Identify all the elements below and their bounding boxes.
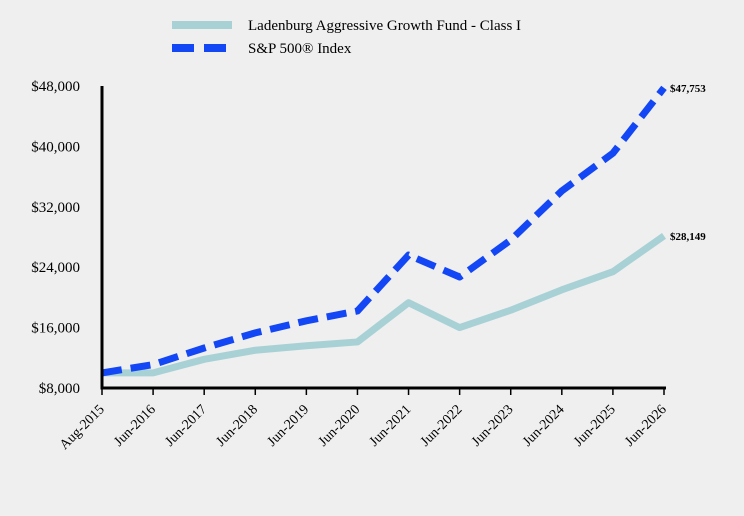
y-tick-label: $8,000 <box>39 381 80 397</box>
x-tick-label: Aug-2015 <box>57 402 108 453</box>
x-tick-label: Jun-2017 <box>163 402 210 449</box>
end-labels: $28,149 $47,753 <box>670 83 706 243</box>
y-axis-ticks: $8,000 $16,000 $24,000 $32,000 $40,000 $48,00… <box>31 79 80 397</box>
x-tick-label: Jun-2022 <box>418 402 465 449</box>
x-tick-label: Jun-2016 <box>111 402 158 449</box>
legend-label-index: S&P 500® Index <box>248 41 352 57</box>
x-tick-label: Jun-2020 <box>316 402 363 449</box>
y-tick-label: $16,000 <box>31 321 80 337</box>
y-tick-label: $32,000 <box>31 200 80 216</box>
fund-series-line <box>102 233 667 377</box>
x-tick-label: Jun-2021 <box>367 402 414 449</box>
x-tick-label: Jun-2023 <box>469 402 516 449</box>
legend-label-fund: Ladenburg Aggressive Growth Fund - Class… <box>248 18 521 34</box>
x-tick-label: Jun-2019 <box>265 402 312 449</box>
legend: Ladenburg Aggressive Growth Fund - Class… <box>172 18 521 57</box>
index-end-label: $47,753 <box>670 83 706 95</box>
y-tick-label: $48,000 <box>31 79 80 95</box>
y-tick-label: $24,000 <box>31 260 80 276</box>
x-axis-ticks: Aug-2015 Jun-2016 Jun-2017 Jun-2018 Jun-2019… <box>57 388 670 453</box>
x-tick-label: Jun-2025 <box>571 402 618 449</box>
x-tick-label: Jun-2018 <box>214 402 261 449</box>
x-tick-label: Jun-2024 <box>520 402 567 449</box>
series-lines <box>101 85 667 377</box>
y-tick-label: $40,000 <box>31 139 80 155</box>
fund-end-label: $28,149 <box>670 231 706 243</box>
x-tick-label: Jun-2026 <box>622 402 669 449</box>
index-series-line <box>101 85 667 377</box>
